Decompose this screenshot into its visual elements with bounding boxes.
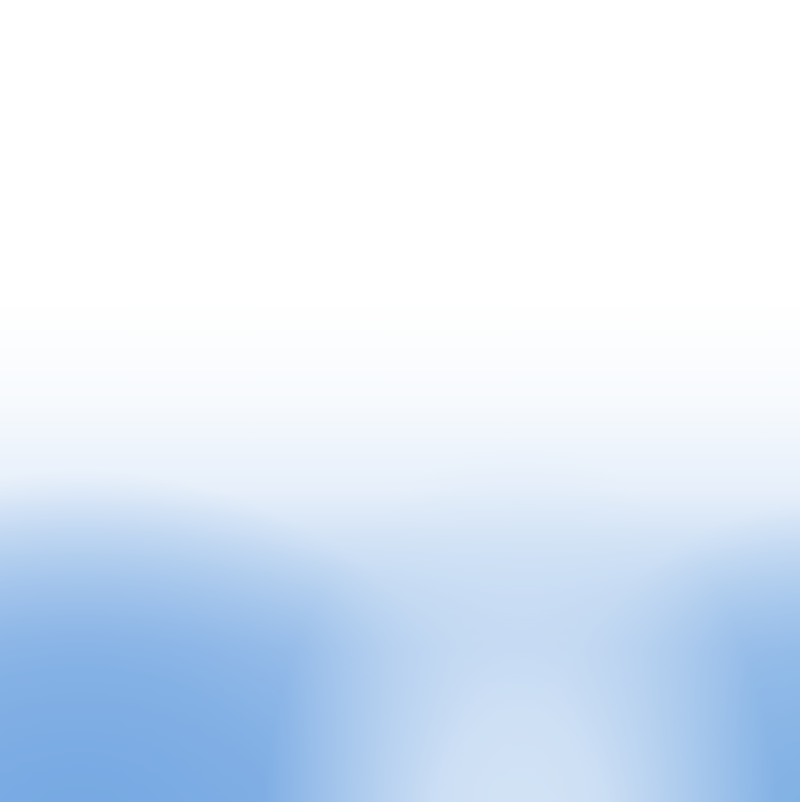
body: (() => { const data = JSON.parse(documen…: [0, 0, 800, 802]
page: {} html, body { margin: 0; padding: 0; w…: [0, 0, 800, 802]
gradient-background: [0, 0, 800, 802]
